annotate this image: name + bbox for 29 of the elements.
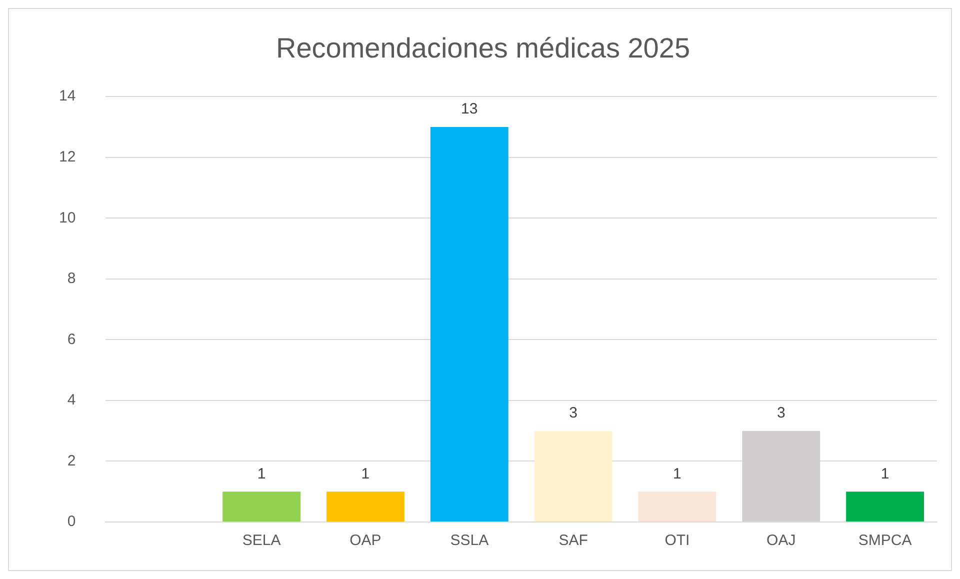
bar (326, 492, 404, 522)
x-tick-label: SSLA (450, 532, 489, 550)
data-label: 3 (569, 404, 578, 422)
x-tick-label: OAJ (766, 532, 796, 550)
y-tick-label: 0 (67, 513, 76, 530)
data-label: 1 (361, 465, 370, 482)
bar (222, 492, 301, 522)
y-tick-label: 12 (58, 148, 76, 166)
y-tick-label: 14 (58, 88, 76, 105)
data-label: 1 (880, 465, 890, 482)
x-tick-label: SAF (558, 532, 588, 550)
data-label: 1 (673, 465, 682, 482)
y-tick-label: 10 (58, 209, 76, 226)
x-tick-label: SELA (242, 532, 281, 550)
y-tick-label: 6 (67, 330, 76, 348)
bar (638, 492, 716, 522)
bar (846, 492, 924, 522)
chart-title: Recomendaciones médicas 2025 (276, 32, 690, 64)
bar (430, 126, 508, 522)
x-tick-label: OAP (350, 532, 382, 550)
y-tick-label: 8 (67, 270, 76, 288)
data-label: 1 (257, 465, 266, 482)
y-tick-label: 4 (67, 392, 76, 409)
y-tick-label: 2 (67, 452, 76, 470)
x-tick-label: OTI (664, 532, 690, 550)
bar (534, 430, 612, 522)
data-label: 13 (461, 100, 478, 118)
data-label: 3 (776, 404, 786, 422)
x-tick-label: SMPCA (858, 532, 912, 550)
